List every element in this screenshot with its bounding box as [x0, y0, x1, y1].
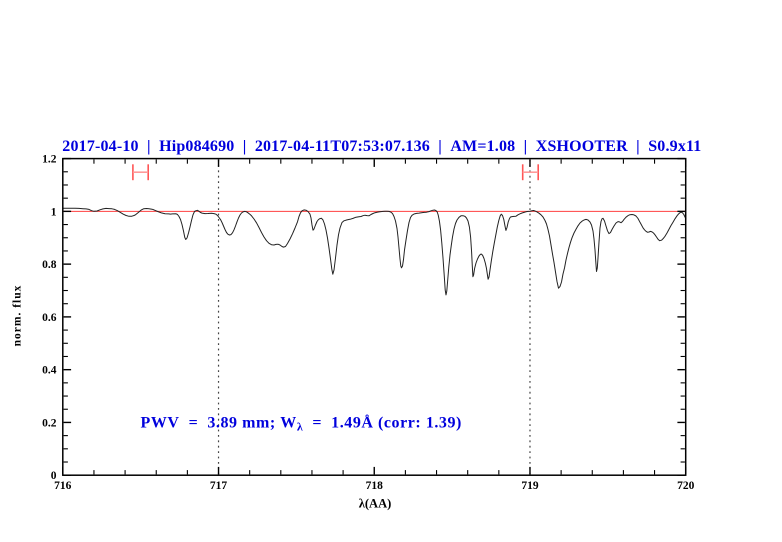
svg-text:2017-04-10 | Hip084690 | 2: 2017-04-10 | Hip084690 | 2017-04-11T07:5…: [62, 138, 701, 155]
svg-text:0.8: 0.8: [42, 259, 57, 271]
svg-text:717: 717: [210, 480, 228, 492]
svg-text:PWV = 3.89 mm; Wλ = 1.49Å: PWV = 3.89 mm; Wλ = 1.49Å (corr: 1.39): [141, 414, 462, 434]
svg-text:0.6: 0.6: [42, 312, 57, 324]
svg-text:719: 719: [521, 480, 539, 492]
svg-text:λ(AA): λ(AA): [359, 497, 392, 511]
svg-text:720: 720: [677, 480, 695, 492]
svg-text:0.2: 0.2: [42, 417, 57, 429]
svg-text:1: 1: [51, 206, 57, 218]
svg-text:0.4: 0.4: [42, 365, 57, 377]
svg-text:1.2: 1.2: [42, 154, 57, 166]
svg-text:norm. flux: norm. flux: [12, 285, 24, 347]
svg-text:0: 0: [51, 470, 57, 482]
svg-text:716: 716: [54, 480, 72, 492]
svg-text:718: 718: [366, 480, 384, 492]
